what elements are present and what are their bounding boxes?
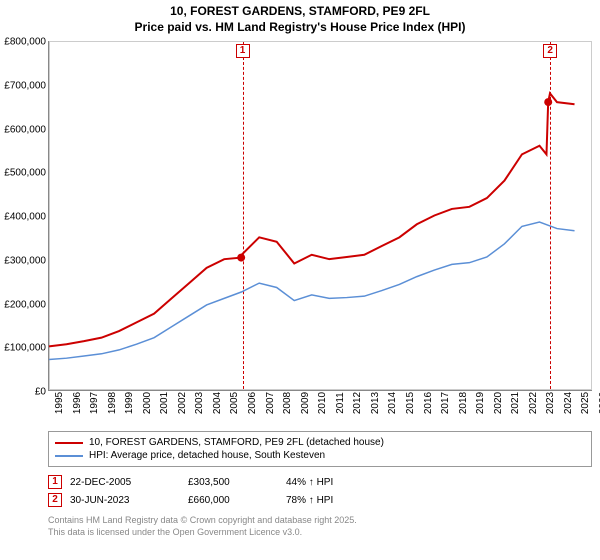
y-tick-label: £400,000 — [4, 212, 50, 223]
y-tick-label: £800,000 — [4, 37, 50, 48]
x-tick-label: 2014 — [383, 392, 398, 414]
legend-label: 10, FOREST GARDENS, STAMFORD, PE9 2FL (d… — [89, 437, 384, 448]
x-tick-label: 1998 — [103, 392, 118, 414]
legend-swatch — [55, 455, 83, 457]
x-tick-label: 2009 — [296, 392, 311, 414]
chart-lines — [49, 41, 592, 390]
title-line-1: 10, FOREST GARDENS, STAMFORD, PE9 2FL — [0, 4, 600, 20]
x-tick-label: 1995 — [50, 392, 65, 414]
x-tick-label: 2020 — [489, 392, 504, 414]
sale-price: £303,500 — [188, 477, 278, 488]
y-tick-label: £700,000 — [4, 80, 50, 91]
x-tick-label: 2003 — [190, 392, 205, 414]
chart-title: 10, FOREST GARDENS, STAMFORD, PE9 2FL Pr… — [0, 0, 600, 37]
sale-vs-hpi: 44% ↑ HPI — [286, 477, 376, 488]
x-tick-label: 1999 — [120, 392, 135, 414]
x-tick-label: 2011 — [331, 392, 346, 414]
legend-label: HPI: Average price, detached house, Sout… — [89, 450, 325, 461]
chart-plot-area: £0£100,000£200,000£300,000£400,000£500,0… — [48, 41, 592, 391]
x-tick-label: 2005 — [225, 392, 240, 414]
legend-item: HPI: Average price, detached house, Sout… — [55, 449, 585, 462]
series-line-property — [49, 94, 575, 347]
x-tick-label: 2021 — [506, 392, 521, 414]
y-tick-label: £300,000 — [4, 255, 50, 266]
x-tick-label: 1997 — [85, 392, 100, 414]
legend-item: 10, FOREST GARDENS, STAMFORD, PE9 2FL (d… — [55, 436, 585, 449]
x-tick-label: 2019 — [471, 392, 486, 414]
x-tick-label: 2022 — [524, 392, 539, 414]
x-tick-label: 2016 — [419, 392, 434, 414]
x-tick-label: 2015 — [401, 392, 416, 414]
title-line-2: Price paid vs. HM Land Registry's House … — [0, 20, 600, 36]
footer-line-1: Contains HM Land Registry data © Crown c… — [48, 515, 592, 527]
footer-line-2: This data is licensed under the Open Gov… — [48, 527, 592, 539]
x-tick-label: 2026 — [594, 392, 600, 414]
sale-date: 30-JUN-2023 — [70, 495, 180, 506]
x-tick-label: 2013 — [366, 392, 381, 414]
x-tick-label: 2000 — [138, 392, 153, 414]
x-tick-label: 2025 — [576, 392, 591, 414]
sale-row-marker: 1 — [48, 475, 62, 489]
y-tick-label: £200,000 — [4, 299, 50, 310]
y-tick-label: £100,000 — [4, 343, 50, 354]
legend: 10, FOREST GARDENS, STAMFORD, PE9 2FL (d… — [48, 431, 592, 467]
sale-price: £660,000 — [188, 495, 278, 506]
sale-row-marker: 2 — [48, 493, 62, 507]
x-tick-label: 2023 — [541, 392, 556, 414]
sale-row: 1 22-DEC-2005 £303,500 44% ↑ HPI — [48, 473, 592, 491]
footer: Contains HM Land Registry data © Crown c… — [48, 515, 592, 538]
x-tick-label: 2010 — [313, 392, 328, 414]
x-tick-label: 2018 — [454, 392, 469, 414]
x-tick-label: 2012 — [348, 392, 363, 414]
x-tick-label: 2008 — [278, 392, 293, 414]
x-tick-label: 2002 — [173, 392, 188, 414]
x-tick-label: 2006 — [243, 392, 258, 414]
legend-swatch — [55, 442, 83, 444]
x-tick-label: 2001 — [155, 392, 170, 414]
x-tick-label: 2007 — [261, 392, 276, 414]
x-tick-label: 1996 — [68, 392, 83, 414]
y-tick-label: £600,000 — [4, 124, 50, 135]
y-tick-label: £0 — [35, 387, 50, 398]
x-tick-label: 2004 — [208, 392, 223, 414]
x-tick-label: 2024 — [559, 392, 574, 414]
sales-table: 1 22-DEC-2005 £303,500 44% ↑ HPI 2 30-JUN-202… — [48, 473, 592, 509]
sale-row: 2 30-JUN-2023 £660,000 78% ↑ HPI — [48, 491, 592, 509]
sale-vs-hpi: 78% ↑ HPI — [286, 495, 376, 506]
y-tick-label: £500,000 — [4, 168, 50, 179]
sale-date: 22-DEC-2005 — [70, 477, 180, 488]
series-line-hpi — [49, 222, 575, 359]
x-tick-label: 2017 — [436, 392, 451, 414]
